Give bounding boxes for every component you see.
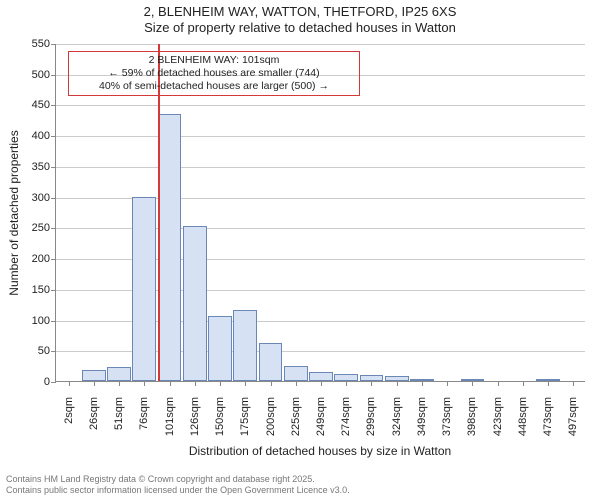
attribution-footer: Contains HM Land Registry data © Crown c… [6,474,350,496]
xtick-mark [573,381,574,386]
property-callout: 2 BLENHEIM WAY: 101sqm ← 59% of detached… [68,51,360,96]
xtick-mark [523,381,524,386]
xtick-label: 2sqm [63,393,75,424]
ytick-label: 0 [44,376,56,388]
ytick-label: 450 [32,99,56,111]
x-axis-label: Distribution of detached houses by size … [189,444,451,458]
xtick-mark [397,381,398,386]
ytick-label: 350 [32,161,56,173]
histogram-bar [233,310,257,381]
histogram-bar [309,372,333,381]
xtick-mark [422,381,423,386]
xtick-label: 324sqm [391,393,403,436]
histogram-bar [82,370,106,381]
xtick-mark [321,381,322,386]
ytick-label: 500 [32,69,56,81]
xtick-label: 26sqm [88,393,100,430]
gridline [56,167,585,168]
xtick-label: 126sqm [189,393,201,436]
xtick-label: 349sqm [416,393,428,436]
xtick-label: 200sqm [265,393,277,436]
xtick-mark [144,381,145,386]
histogram-bar [183,226,207,381]
ytick-label: 50 [38,345,56,357]
xtick-mark [220,381,221,386]
xtick-mark [170,381,171,386]
callout-line-2: ← 59% of detached houses are smaller (74… [75,67,353,80]
ytick-label: 200 [32,253,56,265]
xtick-mark [447,381,448,386]
histogram-bar [208,316,232,381]
xtick-label: 249sqm [315,393,327,436]
y-axis-label: Number of detached properties [7,130,21,295]
xtick-label: 150sqm [214,393,226,436]
histogram-bar [158,114,182,381]
gridline [56,136,585,137]
ytick-label: 400 [32,130,56,142]
footer-line-2: Contains public sector information licen… [6,485,350,496]
footer-line-1: Contains HM Land Registry data © Crown c… [6,474,350,485]
xtick-label: 76sqm [138,393,150,430]
xtick-mark [195,381,196,386]
xtick-label: 175sqm [239,393,251,436]
gridline [56,105,585,106]
xtick-label: 225sqm [290,393,302,436]
xtick-mark [94,381,95,386]
ytick-label: 150 [32,284,56,296]
ytick-label: 250 [32,222,56,234]
xtick-label: 274sqm [340,393,352,436]
xtick-label: 398sqm [466,393,478,436]
xtick-mark [119,381,120,386]
gridline [56,44,585,45]
ytick-label: 550 [32,38,56,50]
ytick-label: 300 [32,192,56,204]
xtick-label: 299sqm [365,393,377,436]
ytick-label: 100 [32,315,56,327]
xtick-label: 51sqm [113,393,125,430]
histogram-bar [132,197,156,381]
xtick-mark [69,381,70,386]
xtick-mark [346,381,347,386]
histogram-bar [107,367,131,381]
xtick-mark [548,381,549,386]
xtick-label: 423sqm [492,393,504,436]
xtick-label: 101sqm [164,393,176,436]
xtick-label: 448sqm [517,393,529,436]
xtick-label: 497sqm [567,393,579,436]
histogram-bar [284,366,308,381]
callout-line-1: 2 BLENHEIM WAY: 101sqm [75,54,353,67]
xtick-mark [271,381,272,386]
histogram-bar [334,374,358,381]
xtick-label: 473sqm [542,393,554,436]
xtick-mark [498,381,499,386]
callout-line-3: 40% of semi-detached houses are larger (… [75,80,353,93]
xtick-label: 373sqm [441,393,453,436]
histogram-bar [259,343,283,381]
xtick-mark [371,381,372,386]
xtick-mark [296,381,297,386]
xtick-mark [245,381,246,386]
xtick-mark [472,381,473,386]
